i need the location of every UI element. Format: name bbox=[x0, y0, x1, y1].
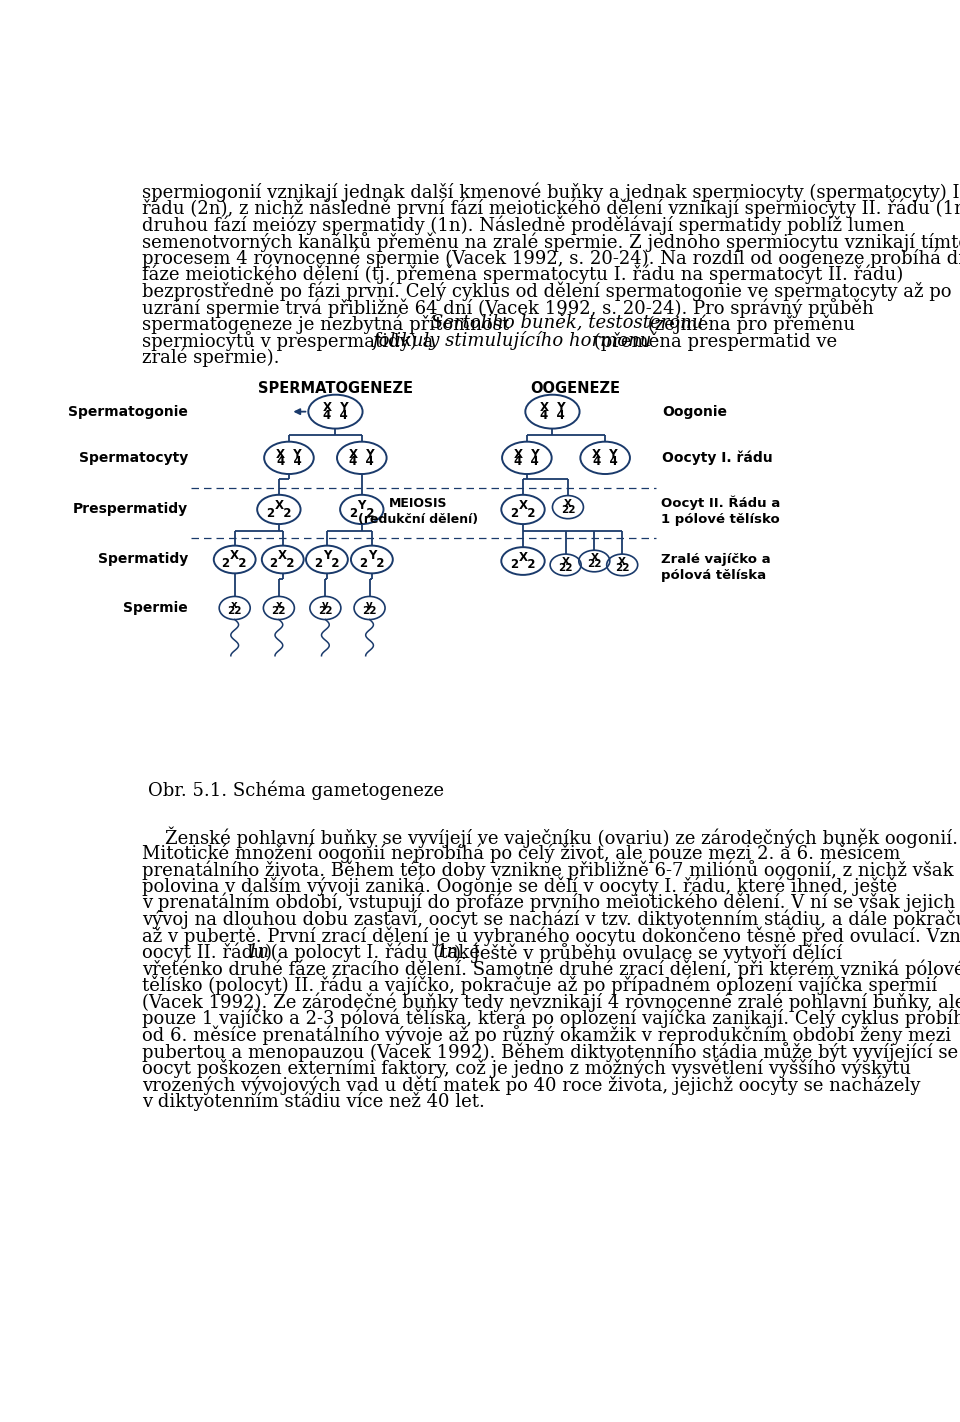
Text: 22: 22 bbox=[588, 559, 602, 569]
Text: Spermie: Spermie bbox=[124, 602, 188, 614]
Text: X: X bbox=[278, 549, 287, 562]
Text: v diktyotenním stádiu více než 40 let.: v diktyotenním stádiu více než 40 let. bbox=[142, 1092, 485, 1111]
Text: fáze meiotického dělení (tj. přeměna spermatocytu I. řádu na spermatocyt II. řád: fáze meiotického dělení (tj. přeměna spe… bbox=[142, 264, 903, 284]
Text: Oogonie: Oogonie bbox=[662, 405, 728, 418]
Text: 4  4: 4 4 bbox=[592, 455, 617, 468]
Text: oocyt poškozen externími faktory, což je jedno z možných vysvětlení vyššího výsk: oocyt poškozen externími faktory, což je… bbox=[142, 1058, 911, 1078]
Text: X: X bbox=[518, 550, 527, 563]
Text: X  Y: X Y bbox=[276, 448, 301, 461]
Text: v prenatálním období, vstupují do profáze prvního meiotického dělení. V ní se vš: v prenatálním období, vstupují do profáz… bbox=[142, 893, 955, 913]
Text: 2  2: 2 2 bbox=[360, 557, 384, 570]
Text: X: X bbox=[562, 556, 569, 566]
Text: řádu (2n), z nichž následně první fází meiotického dělení vznikají spermiocyty I: řádu (2n), z nichž následně první fází m… bbox=[142, 199, 960, 218]
Text: oocyt II. řádu (: oocyt II. řádu ( bbox=[142, 943, 277, 963]
Text: OOGENEZE: OOGENEZE bbox=[531, 381, 621, 395]
Text: x: x bbox=[276, 600, 282, 610]
Text: X: X bbox=[590, 553, 598, 563]
Text: X  Y: X Y bbox=[540, 401, 565, 414]
Text: od 6. měsíce prenatálního vývoje až po různý okamžik v reprodukčním období ženy : od 6. měsíce prenatálního vývoje až po r… bbox=[142, 1025, 950, 1045]
Text: Spermatocyty: Spermatocyty bbox=[79, 451, 188, 465]
Text: 4  4: 4 4 bbox=[324, 410, 348, 422]
Text: 4  4: 4 4 bbox=[276, 455, 301, 468]
Text: 4  4: 4 4 bbox=[540, 410, 564, 422]
Text: 22: 22 bbox=[272, 606, 286, 616]
Text: až v pubertě. První zrací dělení je u vybraného oocytu dokončeno těsně před ovul: až v pubertě. První zrací dělení je u vy… bbox=[142, 926, 960, 946]
Text: X  Y: X Y bbox=[592, 448, 618, 461]
Text: druhou fází meiózy spermatidy (1n). Následně prodělávají spermatidy poblíž lumen: druhou fází meiózy spermatidy (1n). Násl… bbox=[142, 215, 904, 235]
Text: zralé spermie).: zralé spermie). bbox=[142, 348, 279, 367]
Text: Y: Y bbox=[368, 549, 376, 562]
Text: X: X bbox=[564, 499, 572, 509]
Text: 4  4: 4 4 bbox=[515, 455, 540, 468]
Text: Obr. 5.1. Schéma gametogeneze: Obr. 5.1. Schéma gametogeneze bbox=[148, 781, 444, 801]
Text: bezprostředně po fázi první. Celý cyklus od dělení spermatogonie ve spermatocyty: bezprostředně po fázi první. Celý cyklus… bbox=[142, 282, 951, 301]
Text: Oocyty I. řádu: Oocyty I. řádu bbox=[662, 451, 773, 465]
Text: Spermatogonie: Spermatogonie bbox=[68, 405, 188, 418]
Text: Oocyt II. Řádu a
1 pólové tělísko: Oocyt II. Řádu a 1 pólové tělísko bbox=[660, 496, 780, 526]
Text: vývoj na dlouhou dobu zastaví, oocyt se nachází v tzv. diktyotenním stádiu, a dá: vývoj na dlouhou dobu zastaví, oocyt se … bbox=[142, 910, 960, 929]
Text: X  Y: X Y bbox=[349, 448, 374, 461]
Text: Mitotické množení oogonií neprobíhá po celý život, ale pouze mezi 2. a 6. měsíce: Mitotické množení oogonií neprobíhá po c… bbox=[142, 843, 900, 863]
Text: 1n: 1n bbox=[436, 943, 459, 961]
Text: Y: Y bbox=[358, 499, 366, 512]
Text: X  Y: X Y bbox=[514, 448, 540, 461]
Text: 2  2: 2 2 bbox=[511, 559, 536, 572]
Text: procesem 4 rovnocenné spermie (Vacek 1992, s. 20-24). Na rozdíl od oogeneze prob: procesem 4 rovnocenné spermie (Vacek 199… bbox=[142, 249, 960, 267]
Text: y: y bbox=[366, 600, 372, 610]
Text: ) a polocyt I. řádu (také: ) a polocyt I. řádu (také bbox=[265, 943, 486, 963]
Text: 22: 22 bbox=[228, 606, 242, 616]
Text: Spermatidy: Spermatidy bbox=[98, 553, 188, 566]
Text: tělísko (polocyt) II. řádu a vajíčko, pokračuje až po případném oplození vajíčka: tělísko (polocyt) II. řádu a vajíčko, po… bbox=[142, 975, 937, 995]
Text: Zralé vajíčko a
pólová tělíska: Zralé vajíčko a pólová tělíska bbox=[660, 553, 771, 582]
Text: X  Y: X Y bbox=[323, 401, 348, 414]
Text: 2  2: 2 2 bbox=[511, 506, 536, 519]
Text: spermiogonií vznikají jednak další kmenové buňky a jednak spermiocyty (spermatoc: spermiogonií vznikají jednak další kmeno… bbox=[142, 182, 960, 202]
Text: x: x bbox=[231, 600, 238, 610]
Text: 2  2: 2 2 bbox=[271, 557, 295, 570]
Text: 22: 22 bbox=[615, 563, 630, 573]
Text: 4  4: 4 4 bbox=[349, 455, 374, 468]
Text: 22: 22 bbox=[318, 606, 332, 616]
Text: vrozených vývojových vad u dětí matek po 40 roce života, jejichž oocyty se nachá: vrozených vývojových vad u dětí matek po… bbox=[142, 1075, 920, 1095]
Text: (přeměna prespermatid ve: (přeměna prespermatid ve bbox=[588, 331, 837, 351]
Text: semenotvorných kanálků přeměnu na zralé spermie. Z jednoho spermiocytu vznikají : semenotvorných kanálků přeměnu na zralé … bbox=[142, 232, 960, 252]
Text: Ženské pohlavní buňky se vyvíjejí ve vaječníku (ovariu) ze zárodečných buněk oog: Ženské pohlavní buňky se vyvíjejí ve vaj… bbox=[142, 826, 958, 848]
Text: polovina v dalším vývoji zaniká. Oogonie se dělí v oocyty I. řádu, které ihned, : polovina v dalším vývoji zaniká. Oogonie… bbox=[142, 876, 897, 896]
Text: pouze 1 vajíčko a 2-3 pólová tělíska, která po oplození vajíčka zanikají. Celý c: pouze 1 vajíčko a 2-3 pólová tělíska, kt… bbox=[142, 1008, 960, 1028]
Text: 2  2: 2 2 bbox=[315, 557, 339, 570]
Text: folikuly stimulujícího hormonu: folikuly stimulujícího hormonu bbox=[372, 331, 651, 350]
Text: prenatálního života. Během této doby vznikne přibližně 6-7 miliónů oogonií, z ni: prenatálního života. Během této doby vzn… bbox=[142, 860, 953, 880]
Text: SPERMATOGENEZE: SPERMATOGENEZE bbox=[258, 381, 413, 395]
Text: 22: 22 bbox=[362, 606, 376, 616]
Text: 22: 22 bbox=[561, 505, 575, 515]
Text: X: X bbox=[618, 556, 626, 566]
Text: MEIOSIS
(redukční dělení): MEIOSIS (redukční dělení) bbox=[358, 498, 478, 526]
Text: ). Ještě v průběhu ovulace se vytvoří dělící: ). Ještě v průběhu ovulace se vytvoří dě… bbox=[454, 943, 842, 963]
Text: 2  2: 2 2 bbox=[267, 506, 291, 519]
Text: vřeténko druhé fáze zracího dělení. Samotné druhé zrací dělení, při kterém vznik: vřeténko druhé fáze zracího dělení. Samo… bbox=[142, 958, 960, 978]
Text: 1n: 1n bbox=[247, 943, 270, 961]
Text: 2  2: 2 2 bbox=[349, 506, 374, 519]
Text: 22: 22 bbox=[559, 563, 573, 573]
Text: (zejména pro přeměnu: (zejména pro přeměnu bbox=[642, 314, 855, 334]
Text: Sertoliho buněk, testosteronu: Sertoliho buněk, testosteronu bbox=[431, 314, 703, 333]
Text: Y: Y bbox=[323, 549, 331, 562]
Text: Prespermatidy: Prespermatidy bbox=[73, 502, 188, 516]
Text: y: y bbox=[322, 600, 328, 610]
Text: (Vacek 1992). Ze zárodečné buňky tedy nevznikají 4 rovnocenné zralé pohlavní buň: (Vacek 1992). Ze zárodečné buňky tedy ne… bbox=[142, 993, 960, 1011]
Text: X: X bbox=[230, 549, 239, 562]
Text: pubertou a menopauzou (Vacek 1992). Během diktyotenního stádia může být vyvíjejí: pubertou a menopauzou (Vacek 1992). Běhe… bbox=[142, 1042, 958, 1062]
Text: 2  2: 2 2 bbox=[223, 557, 247, 570]
Text: X: X bbox=[518, 499, 527, 512]
Text: spermiocytů v prespermatidy) a: spermiocytů v prespermatidy) a bbox=[142, 331, 439, 351]
Text: X: X bbox=[275, 499, 283, 512]
Text: uzrání spermie trvá přibližně 64 dní (Vacek 1992, s. 20-24). Pro správný průběh: uzrání spermie trvá přibližně 64 dní (Va… bbox=[142, 299, 874, 319]
Text: spermatogeneze je nezbytná přítomnost: spermatogeneze je nezbytná přítomnost bbox=[142, 314, 515, 334]
